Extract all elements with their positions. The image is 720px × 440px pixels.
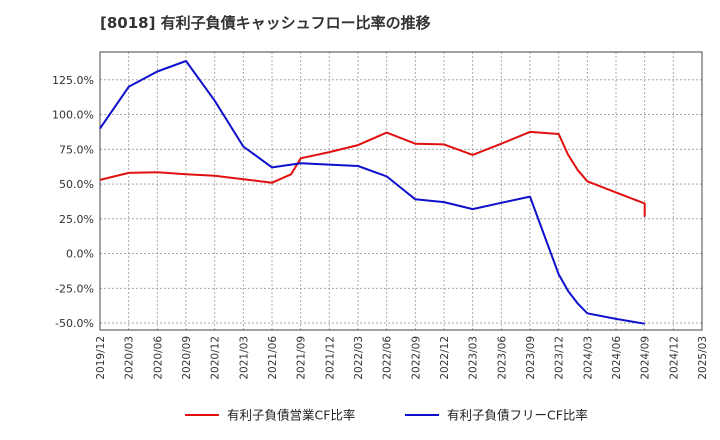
y-tick-label: 75.0% bbox=[59, 143, 94, 156]
x-tick-label: 2022/12 bbox=[439, 336, 451, 380]
x-tick-label: 2020/12 bbox=[210, 336, 222, 380]
y-tick-label: -50.0% bbox=[55, 317, 94, 330]
x-tick-label: 2024/09 bbox=[640, 336, 652, 380]
x-axis-ticks: 2019/12 2020/03 2020/06 2020/09 2020/12 2021/… bbox=[95, 336, 709, 380]
chart-title: [8018] 有利子負債キャッシュフロー比率の推移 bbox=[100, 14, 431, 32]
x-tick-label: 2024/12 bbox=[668, 336, 680, 380]
x-tick-label: 2021/09 bbox=[296, 336, 308, 380]
x-tick-label: 2022/06 bbox=[382, 336, 394, 380]
y-tick-label: 125.0% bbox=[52, 74, 94, 87]
y-tick-label: 0.0% bbox=[66, 248, 94, 261]
legend-label-1: 有利子負債営業CF比率 bbox=[227, 408, 355, 423]
legend: 有利子負債営業CF比率 有利子負債フリーCF比率 bbox=[185, 408, 588, 423]
legend-label-2: 有利子負債フリーCF比率 bbox=[447, 408, 588, 423]
x-tick-label: 2025/03 bbox=[697, 336, 709, 380]
y-axis-ticks: -50.0% -25.0% 0.0% 25.0% 50.0% 75.0% 100.0% 125… bbox=[52, 74, 94, 330]
x-tick-label: 2023/12 bbox=[554, 336, 566, 380]
series-line-2 bbox=[99, 60, 645, 325]
x-tick-label: 2020/09 bbox=[181, 336, 193, 380]
x-tick-label: 2022/09 bbox=[410, 336, 422, 380]
x-tick-label: 2019/12 bbox=[95, 336, 107, 380]
x-tick-label: 2021/06 bbox=[267, 336, 279, 380]
series-line-1 bbox=[99, 130, 646, 217]
x-tick-label: 2023/09 bbox=[525, 336, 537, 380]
y-tick-label: 100.0% bbox=[52, 109, 94, 122]
y-tick-label: -25.0% bbox=[55, 282, 94, 295]
x-tick-label: 2024/03 bbox=[582, 336, 594, 380]
x-tick-label: 2021/03 bbox=[238, 336, 250, 380]
plot-frame bbox=[99, 51, 703, 331]
x-tick-label: 2021/12 bbox=[324, 336, 336, 380]
series-layer bbox=[99, 60, 646, 325]
y-tick-label: 50.0% bbox=[59, 178, 94, 191]
x-tick-label: 2023/06 bbox=[496, 336, 508, 380]
x-tick-label: 2023/03 bbox=[468, 336, 480, 380]
x-tick-label: 2024/06 bbox=[611, 336, 623, 380]
y-tick-label: 25.0% bbox=[59, 213, 94, 226]
x-tick-label: 2020/03 bbox=[124, 336, 136, 380]
x-tick-label: 2022/03 bbox=[353, 336, 365, 380]
x-tick-label: 2020/06 bbox=[152, 336, 164, 380]
